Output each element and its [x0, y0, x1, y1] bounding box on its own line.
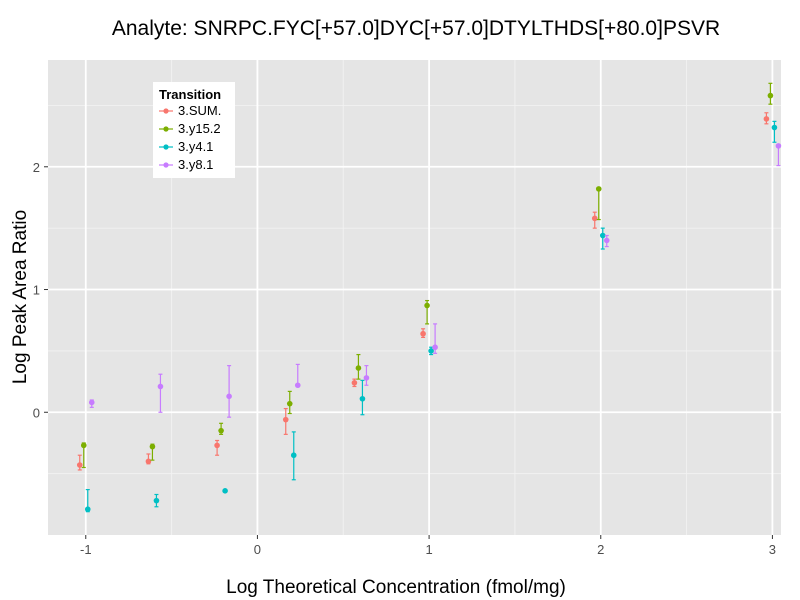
legend-label: 3.y8.1 — [178, 157, 213, 172]
data-point — [282, 416, 289, 423]
data-point — [603, 237, 610, 244]
data-point — [595, 186, 602, 192]
data-point — [157, 383, 164, 390]
data-point — [355, 365, 362, 371]
data-point — [145, 458, 152, 465]
data-point — [763, 116, 770, 122]
axes: -1 0 1 2 3 0 1 2 — [33, 160, 776, 557]
data-point — [771, 124, 778, 131]
data-point — [359, 395, 366, 402]
data-point — [290, 452, 297, 459]
data-series — [76, 82, 782, 513]
data-point — [84, 506, 91, 513]
data-point — [80, 442, 87, 449]
data-point — [294, 382, 301, 389]
legend-key-point — [163, 126, 169, 132]
legend-key-point — [163, 162, 169, 168]
x-tick-label: 0 — [254, 542, 261, 557]
data-point — [432, 344, 438, 351]
data-point — [153, 497, 160, 504]
x-tick-label: -1 — [80, 542, 92, 557]
x-tick-label: 2 — [597, 542, 604, 557]
data-point — [88, 399, 95, 406]
series-3.SUM. — [76, 112, 770, 471]
y-tick-label: 2 — [33, 160, 40, 175]
legend-label: 3.y4.1 — [178, 139, 213, 154]
x-axis-title: Log Theoretical Concentration (fmol/mg) — [226, 577, 566, 598]
legend: Transition 3.SUM. 3.y15.2 3.y4.1 3.y8.1 — [153, 82, 235, 178]
data-point — [424, 302, 430, 309]
data-point — [149, 443, 156, 450]
series-3.y4.1 — [84, 120, 778, 513]
y-tick-label: 1 — [33, 283, 40, 298]
data-point — [767, 92, 774, 99]
data-point — [775, 143, 782, 149]
x-tick-label: 3 — [769, 542, 776, 557]
data-point — [420, 330, 426, 337]
data-point — [286, 400, 293, 407]
x-tick-label: 1 — [425, 542, 432, 557]
data-point — [222, 488, 228, 494]
y-tick-label: 0 — [33, 405, 40, 420]
data-point — [214, 442, 220, 449]
chart-title: Analyte: SNRPC.FYC[+57.0]DYC[+57.0]DTYLT… — [112, 17, 720, 40]
legend-key-point — [163, 108, 169, 114]
data-point — [76, 462, 83, 468]
data-point — [218, 427, 224, 434]
legend-key-point — [163, 144, 169, 150]
data-point — [428, 348, 434, 354]
series-3.y8.1 — [88, 143, 782, 418]
legend-label: 3.y15.2 — [178, 121, 221, 136]
series-3.y15.2 — [80, 82, 774, 469]
y-axis-title: Log Peak Area Ratio — [10, 210, 31, 384]
data-point — [351, 380, 358, 386]
data-point — [591, 215, 598, 222]
legend-title: Transition — [159, 87, 221, 102]
legend-label: 3.SUM. — [178, 103, 221, 118]
data-point — [363, 375, 370, 381]
data-point — [599, 232, 606, 239]
data-point — [226, 393, 232, 400]
